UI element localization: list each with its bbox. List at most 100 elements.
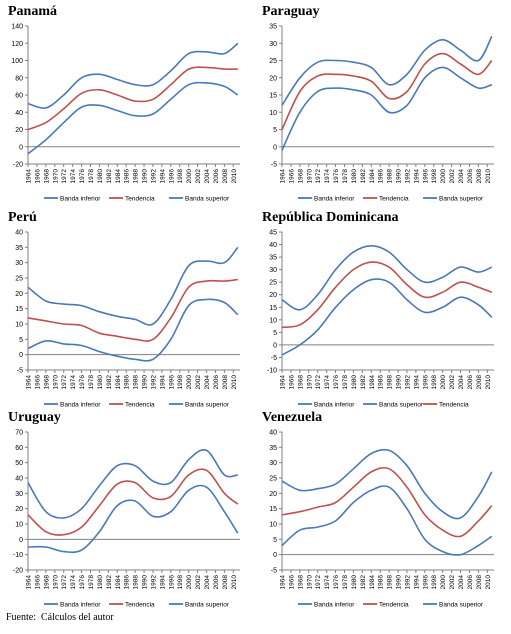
y-tick-label: 35 (15, 245, 23, 252)
x-tick-label: 2002 (195, 169, 202, 184)
x-tick-label: 1992 (404, 575, 411, 590)
x-tick-label: 2002 (449, 375, 456, 390)
y-tick-label: 10 (269, 317, 277, 324)
x-tick-label: 2004 (204, 375, 211, 390)
y-tick-label: 30 (269, 267, 277, 274)
x-tick-label: 2004 (204, 575, 211, 590)
y-tick-label: 0 (273, 552, 277, 559)
y-tick-label: 25 (15, 276, 23, 283)
x-tick-label: 1986 (124, 169, 131, 184)
x-tick-label: 1990 (396, 169, 403, 184)
x-tick-label: 1970 (306, 169, 313, 184)
series-lower-line (27, 298, 239, 362)
y-tick-label: 0 (19, 352, 23, 359)
x-tick-label: 1976 (333, 575, 340, 590)
x-tick-label: 1986 (378, 375, 385, 390)
x-tick-label: 1982 (106, 575, 113, 590)
x-tick-label: 2006 (467, 375, 474, 390)
panel-uruguay: Uruguay -20 -10 0 10 20 30 40 50 60 70 1964 1966 196… (4, 410, 254, 615)
x-tick-label: 2006 (467, 169, 474, 184)
x-tick-label: 1992 (150, 375, 157, 390)
legend-label-upper: Banda superior (439, 195, 484, 202)
x-tick-label: 1994 (159, 375, 166, 390)
x-tick-label: 2008 (476, 375, 483, 390)
x-tick-label: 2008 (476, 169, 483, 184)
x-tick-label: 1994 (413, 575, 420, 590)
y-tick-label: -5 (17, 368, 23, 375)
y-tick-label: 25 (269, 58, 277, 65)
x-tick-label: 1972 (315, 575, 322, 590)
series-trend-line (281, 466, 493, 538)
x-tick-label: 2010 (231, 575, 238, 590)
x-tick-label: 1996 (168, 169, 175, 184)
x-tick-label: 2006 (213, 375, 220, 390)
x-tick-label: 1968 (297, 375, 304, 390)
x-tick-label: 1994 (159, 169, 166, 184)
y-tick-label: 0 (19, 537, 23, 544)
x-tick-label: 1964 (280, 575, 287, 590)
x-tick-label: 2008 (222, 575, 229, 590)
series-upper-line (27, 42, 239, 109)
x-tick-label: 1972 (315, 169, 322, 184)
x-tick-label: 1978 (88, 169, 95, 184)
y-tick-label: 120 (11, 41, 23, 48)
x-tick-label: 1970 (52, 169, 59, 184)
x-tick-label: 1986 (378, 575, 385, 590)
x-tick-label: 2008 (222, 169, 229, 184)
y-tick-label: 20 (15, 127, 23, 134)
x-tick-label: 1974 (324, 575, 331, 590)
legend-label-upper: Banda superior (439, 601, 484, 608)
y-tick-label: -5 (271, 568, 277, 575)
x-tick-label: 1998 (431, 575, 438, 590)
y-tick-label: 100 (11, 58, 23, 65)
legend-label-upper: Banda superior (185, 195, 230, 202)
series-lower-line (281, 485, 493, 556)
y-tick-label: 40 (15, 476, 23, 483)
y-tick-label: -10 (13, 552, 23, 559)
y-tick-label: 25 (269, 476, 277, 483)
chart-title: República Dominicana (262, 210, 399, 225)
panel-peru: Perú -5 0 5 10 15 20 25 30 35 40 1964 1966 1968 1970 1… (4, 210, 254, 415)
x-tick-label: 2002 (449, 169, 456, 184)
x-tick-label: 1980 (97, 169, 104, 184)
legend-label-trend: Tendencia (125, 195, 155, 202)
x-tick-label: 1998 (177, 575, 184, 590)
y-tick-label: 10 (15, 522, 23, 529)
series-trend-line (281, 261, 493, 329)
x-tick-label: 1996 (422, 375, 429, 390)
x-tick-label: 2010 (485, 375, 492, 390)
x-tick-label: 1992 (150, 169, 157, 184)
x-tick-label: 1966 (288, 575, 295, 590)
x-tick-label: 1994 (413, 169, 420, 184)
y-tick-label: -5 (271, 355, 277, 362)
x-tick-label: 1968 (297, 169, 304, 184)
x-tick-label: 1978 (342, 575, 349, 590)
y-tick-label: 0 (273, 342, 277, 349)
x-tick-label: 1988 (133, 375, 140, 390)
y-tick-label: 5 (273, 537, 277, 544)
x-tick-label: 1980 (351, 575, 358, 590)
x-tick-label: 1990 (396, 575, 403, 590)
y-tick-label: 5 (273, 330, 277, 337)
y-tick-label: 20 (269, 491, 277, 498)
x-tick-label: 1970 (52, 375, 59, 390)
panel-paraguay: Paraguay -5 0 5 10 15 20 25 30 35 1964 1966 1968 197… (258, 4, 508, 209)
x-tick-label: 1972 (61, 575, 68, 590)
x-tick-label: 2004 (458, 575, 465, 590)
x-tick-label: 2002 (195, 375, 202, 390)
x-tick-label: 1980 (97, 575, 104, 590)
x-tick-label: 1986 (378, 169, 385, 184)
x-tick-label: 1984 (115, 169, 122, 184)
y-tick-label: -5 (271, 162, 277, 169)
x-tick-label: 1976 (79, 375, 86, 390)
y-tick-label: 40 (15, 110, 23, 117)
x-tick-label: 1988 (133, 169, 140, 184)
x-tick-label: 1996 (168, 575, 175, 590)
x-tick-label: 1966 (288, 375, 295, 390)
x-tick-label: 2008 (222, 375, 229, 390)
chart-title: Venezuela (262, 410, 323, 425)
x-tick-label: 2010 (231, 169, 238, 184)
